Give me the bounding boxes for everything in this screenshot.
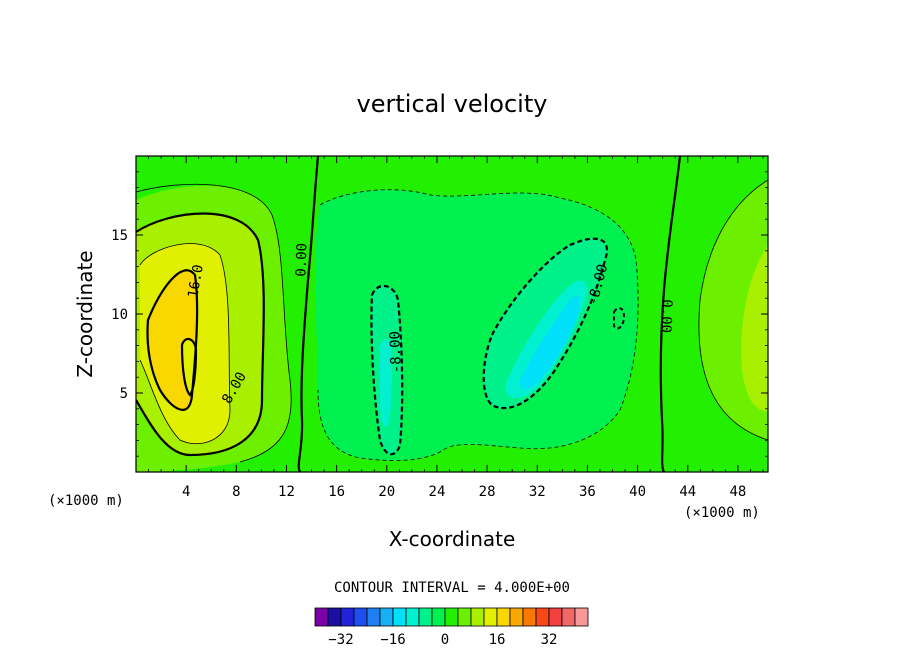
x-unit-label-right: (×1000 m) (684, 505, 760, 521)
y-tick-label: 10 (111, 307, 128, 323)
y-tick-label: 5 (120, 386, 128, 402)
colorbar-swatch (535, 607, 550, 627)
contour-fill-m4-center (314, 189, 639, 461)
colorbar-tick-label: −16 (380, 632, 405, 648)
colorbar-swatch (522, 607, 537, 627)
colorbar-swatch (353, 607, 368, 627)
x-tick-label: 16 (328, 484, 345, 500)
x-tick-label: 20 (378, 484, 395, 500)
x-tick-label: 8 (232, 484, 240, 500)
colorbar-swatch (340, 607, 355, 627)
y-tick-label: 15 (111, 228, 128, 244)
contour-fill-m16-right (519, 295, 580, 390)
contour-line-m8-left (370, 284, 404, 456)
contour-label-16: 16.0 (185, 263, 207, 299)
colorbar-swatch (548, 607, 563, 627)
colorbar-tick-label: −32 (328, 632, 353, 648)
contour-fill-m12-left (380, 339, 392, 427)
contour-line-m8-right (482, 237, 608, 410)
contour-line-12-left (139, 243, 231, 444)
contour-line-8-left (136, 212, 265, 457)
contour-interval-text: CONTOUR INTERVAL = 4.000E+00 (334, 580, 570, 596)
contour-line-4-right (698, 179, 768, 441)
x-tick-label: 4 (182, 484, 190, 500)
contour-line-4-left (136, 183, 292, 463)
x-tick-label: 48 (729, 484, 746, 500)
x-axis-label: X-coordinate (389, 527, 516, 551)
colorbar-tick-label: 16 (489, 632, 506, 648)
x-tick-label: 40 (629, 484, 646, 500)
contour-line-zero-left (297, 156, 320, 472)
colorbar (314, 607, 589, 627)
contour-fill-8-right (741, 245, 768, 412)
colorbar-swatch (509, 607, 524, 627)
colorbar-swatch (405, 607, 420, 627)
contour-line-16-inner (180, 337, 198, 397)
x-unit-label-left: (×1000 m) (48, 493, 124, 509)
colorbar-swatch (327, 607, 342, 627)
colorbar-swatch (431, 607, 446, 627)
colorbar-swatch (444, 607, 459, 627)
contour-label-m8-left: -8.00 (387, 331, 404, 374)
contour-line-zero-right (659, 156, 682, 472)
colorbar-swatch (470, 607, 485, 627)
x-axis: 4 8 12 16 20 24 28 32 36 40 44 48 (148, 156, 764, 500)
colorbar-swatch (366, 607, 381, 627)
y-axis-label: Z-coordinate (73, 250, 97, 377)
x-tick-label: 44 (679, 484, 696, 500)
colorbar-tick-label: 0 (441, 632, 449, 648)
colorbar-swatch (561, 607, 576, 627)
contour-lines (136, 156, 768, 472)
x-tick-label: 32 (529, 484, 546, 500)
colorbar-ticks: −32 −16 0 16 32 (328, 632, 557, 648)
contour-line-m8-small (613, 307, 626, 330)
x-tick-label: 28 (479, 484, 496, 500)
contour-label-0-left: 0.00 (293, 243, 310, 277)
y-axis: 5 10 15 (111, 171, 768, 457)
colorbar-swatch (483, 607, 498, 627)
colorbar-swatch (574, 607, 589, 627)
colorbar-swatch (392, 607, 407, 627)
colorbar-swatch (379, 607, 394, 627)
colorbar-swatch (418, 607, 433, 627)
contour-line-m4-center (317, 189, 639, 461)
chart-title: vertical velocity (357, 90, 548, 118)
x-tick-label: 24 (429, 484, 446, 500)
colorbar-swatch (314, 607, 329, 627)
colorbar-swatch (457, 607, 472, 627)
contour-label-0-right: 0.00 (657, 299, 674, 333)
colorbar-tick-label: 32 (541, 632, 558, 648)
colorbar-swatch (496, 607, 511, 627)
x-tick-label: 36 (579, 484, 596, 500)
x-tick-label: 12 (278, 484, 295, 500)
